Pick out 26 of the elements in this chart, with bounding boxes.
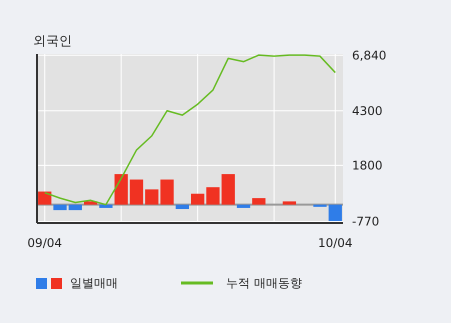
y-tick-label: -770	[352, 214, 380, 229]
y-tick-label: 6,840	[352, 48, 386, 63]
legend-label: 누적 매매동향	[226, 276, 302, 290]
legend-label: 일별매매	[70, 276, 118, 290]
bar	[236, 204, 250, 208]
bar	[206, 187, 220, 205]
chart-title: 외국인	[33, 34, 72, 49]
bar	[130, 180, 144, 205]
y-tick-label: 1800	[352, 158, 383, 173]
bar	[190, 194, 204, 205]
bar	[53, 204, 67, 210]
bar	[114, 174, 128, 205]
bar	[282, 201, 296, 205]
bar	[38, 192, 52, 205]
bar	[328, 204, 342, 222]
y-tick-label: 4300	[352, 104, 383, 118]
bar	[176, 204, 190, 210]
bar	[145, 189, 158, 205]
bar	[222, 174, 235, 205]
bar	[160, 180, 174, 205]
line-series	[44, 54, 336, 206]
x-tick-label: 09/04	[27, 236, 62, 250]
bar	[99, 204, 113, 208]
x-tick-label: 10/04	[318, 236, 353, 250]
bar	[252, 198, 266, 205]
bar	[68, 204, 82, 210]
